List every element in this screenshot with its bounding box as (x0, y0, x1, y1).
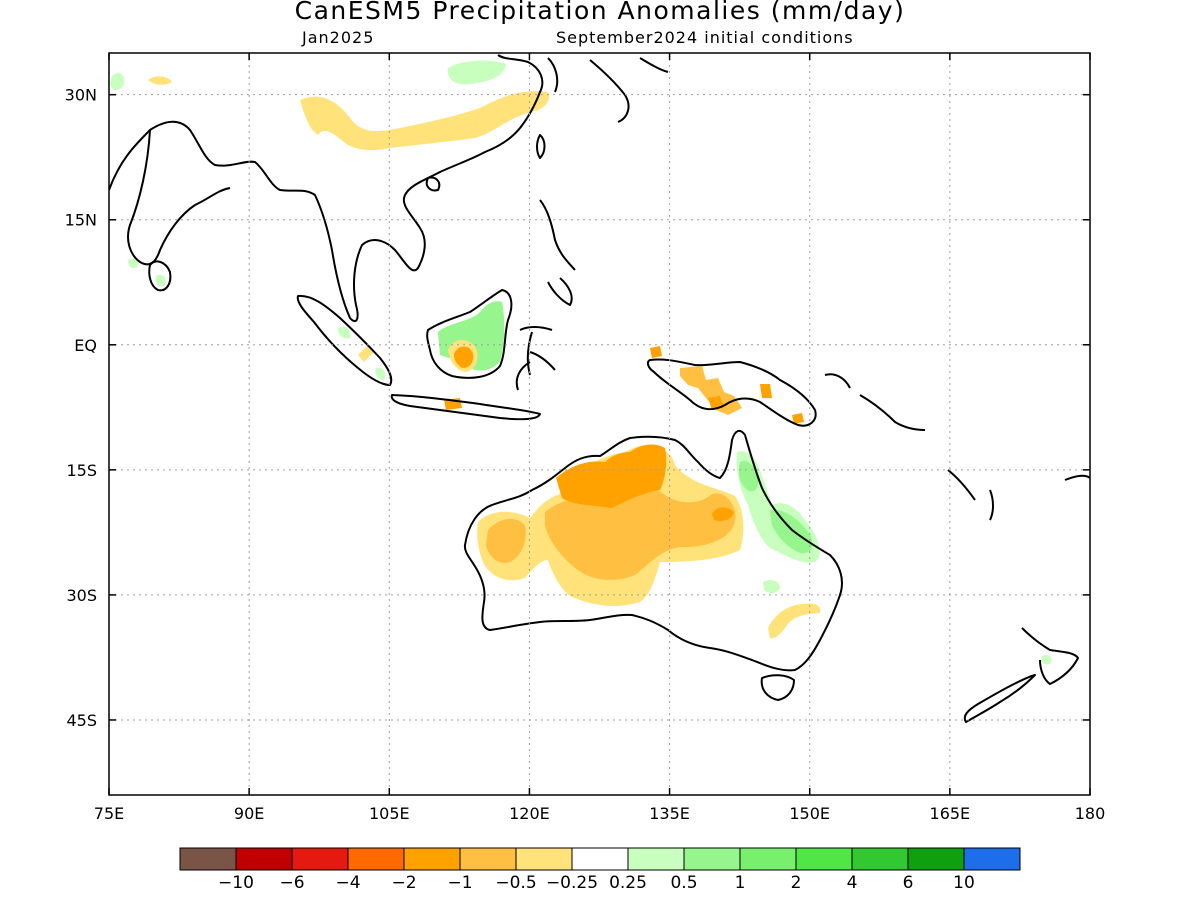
colorbar-label: 6 (903, 873, 914, 893)
maluku-dry-strong (650, 346, 662, 358)
map-frame (108, 52, 1091, 796)
gridlines (109, 53, 1090, 795)
lon-tick-label: 105E (369, 804, 410, 823)
new-guinea-dry-moderate (680, 366, 742, 415)
colorbar-swatch (515, 847, 573, 871)
colorbar-label: −6 (279, 873, 304, 893)
australia-dry-weak (768, 603, 821, 639)
colorbar-label: 2 (791, 873, 802, 893)
colorbar-swatch (627, 847, 685, 871)
coastline-taiwan (536, 134, 546, 159)
colorbar-label: −10 (218, 873, 254, 893)
australia-wet-weak (763, 580, 780, 594)
anomaly-shading (110, 60, 1052, 665)
sri-lanka-wet-weak (155, 274, 166, 287)
valid-month-label: Jan2025 (302, 28, 375, 47)
colorbar-swatch (347, 847, 405, 871)
colorbar (179, 847, 1021, 871)
lat-tick-label: 45S (66, 711, 97, 730)
colorbar-label: −2 (391, 873, 416, 893)
lon-tick-label: 135E (649, 804, 690, 823)
borneo-dry-strong (454, 346, 474, 368)
lon-tick-label: 150E (789, 804, 830, 823)
coastline-sulawesi (515, 326, 556, 391)
australia-dry-strong (556, 444, 667, 508)
colorbar-swatch (963, 847, 1021, 871)
new-zealand-wet-weak (1041, 654, 1052, 665)
australia-dry-moderate (486, 518, 526, 563)
lon-tick-label: 180 (1075, 804, 1106, 823)
australia-wet-moderate (738, 460, 759, 492)
coastline-new-guinea (646, 358, 817, 427)
coastline-melanesia (824, 373, 994, 521)
coastline-australia (463, 429, 843, 672)
colorbar-label: 0.5 (670, 873, 697, 893)
coastline-new-zealand-north (1021, 627, 1079, 685)
axis-ticks (108, 53, 1091, 795)
china-dry-weak (148, 76, 172, 85)
australia-wet-moderate (770, 509, 813, 554)
australia-dry-strong (712, 507, 734, 522)
new-guinea-dry-strong (792, 413, 804, 424)
lat-tick-labels: 30N 15N EQ 15S 30S 45S (65, 86, 97, 730)
coastline-java (390, 394, 541, 421)
lon-tick-labels: 75E 90E 105E 120E 135E 150E 165E 180 (94, 804, 1106, 823)
colorbar-label: −0.25 (546, 873, 598, 893)
coastline-sumatra (296, 294, 393, 386)
coastline-fiji (1064, 474, 1090, 481)
colorbar-swatch (291, 847, 349, 871)
lon-tick-label: 165E (930, 804, 971, 823)
map-title: CanESM5 Precipitation Anomalies (mm/day) (294, 0, 906, 25)
lon-tick-label: 90E (234, 804, 264, 823)
colorbar-swatch (795, 847, 853, 871)
lon-tick-label: 75E (94, 804, 124, 823)
china-dry-weak (300, 91, 550, 151)
lat-tick-label: EQ (74, 336, 97, 355)
coastline-asia-mainland (109, 54, 544, 323)
coastlines (109, 54, 1090, 723)
colorbar-swatch (571, 847, 629, 871)
colorbar-swatch (739, 847, 797, 871)
sumatra-dry-weak (358, 345, 374, 362)
coastline-hainan (425, 176, 441, 192)
colorbar-label: −1 (447, 873, 472, 893)
coastline-tasmania (760, 674, 795, 701)
sumatra-wet-weak (375, 367, 386, 380)
colorbar-label: 10 (953, 873, 975, 893)
init-conditions-label: September2024 initial conditions (556, 28, 854, 47)
new-guinea-dry-strong (760, 384, 772, 398)
colorbar-swatch (179, 847, 237, 871)
sumatra-wet-weak (338, 326, 351, 339)
colorbar-swatch (235, 847, 293, 871)
coastline-india (127, 129, 231, 266)
colorbar-swatch (459, 847, 517, 871)
colorbar-swatch (403, 847, 461, 871)
colorbar-swatch (907, 847, 965, 871)
lat-tick-label: 15S (66, 461, 97, 480)
coastline-korea-japan (547, 57, 669, 123)
lon-tick-label: 120E (509, 804, 550, 823)
colorbar-label: −0.5 (495, 873, 536, 893)
colorbar-swatch (851, 847, 909, 871)
coastline-sri-lanka (148, 260, 172, 292)
india-wet-weak (128, 258, 139, 268)
coastline-borneo (426, 289, 513, 379)
pakistan-wet-weak (110, 73, 125, 90)
colorbar-label: 1 (735, 873, 746, 893)
colorbar-labels: −10 −6 −4 −2 −1 −0.5 −0.25 0.25 0.5 1 2 4 6 10 (218, 873, 975, 893)
colorbar-label: 0.25 (609, 873, 647, 893)
north-china-wet-weak (447, 60, 506, 85)
colorbar-label: 4 (847, 873, 858, 893)
australia-dry-moderate (545, 485, 736, 580)
lat-tick-label: 30N (65, 86, 97, 105)
lat-tick-label: 15N (65, 211, 97, 230)
colorbar-label: −4 (335, 873, 360, 893)
colorbar-swatch (683, 847, 741, 871)
coastline-philippines (539, 199, 576, 306)
lat-tick-label: 30S (66, 586, 97, 605)
coastline-new-zealand-south (963, 674, 1036, 723)
